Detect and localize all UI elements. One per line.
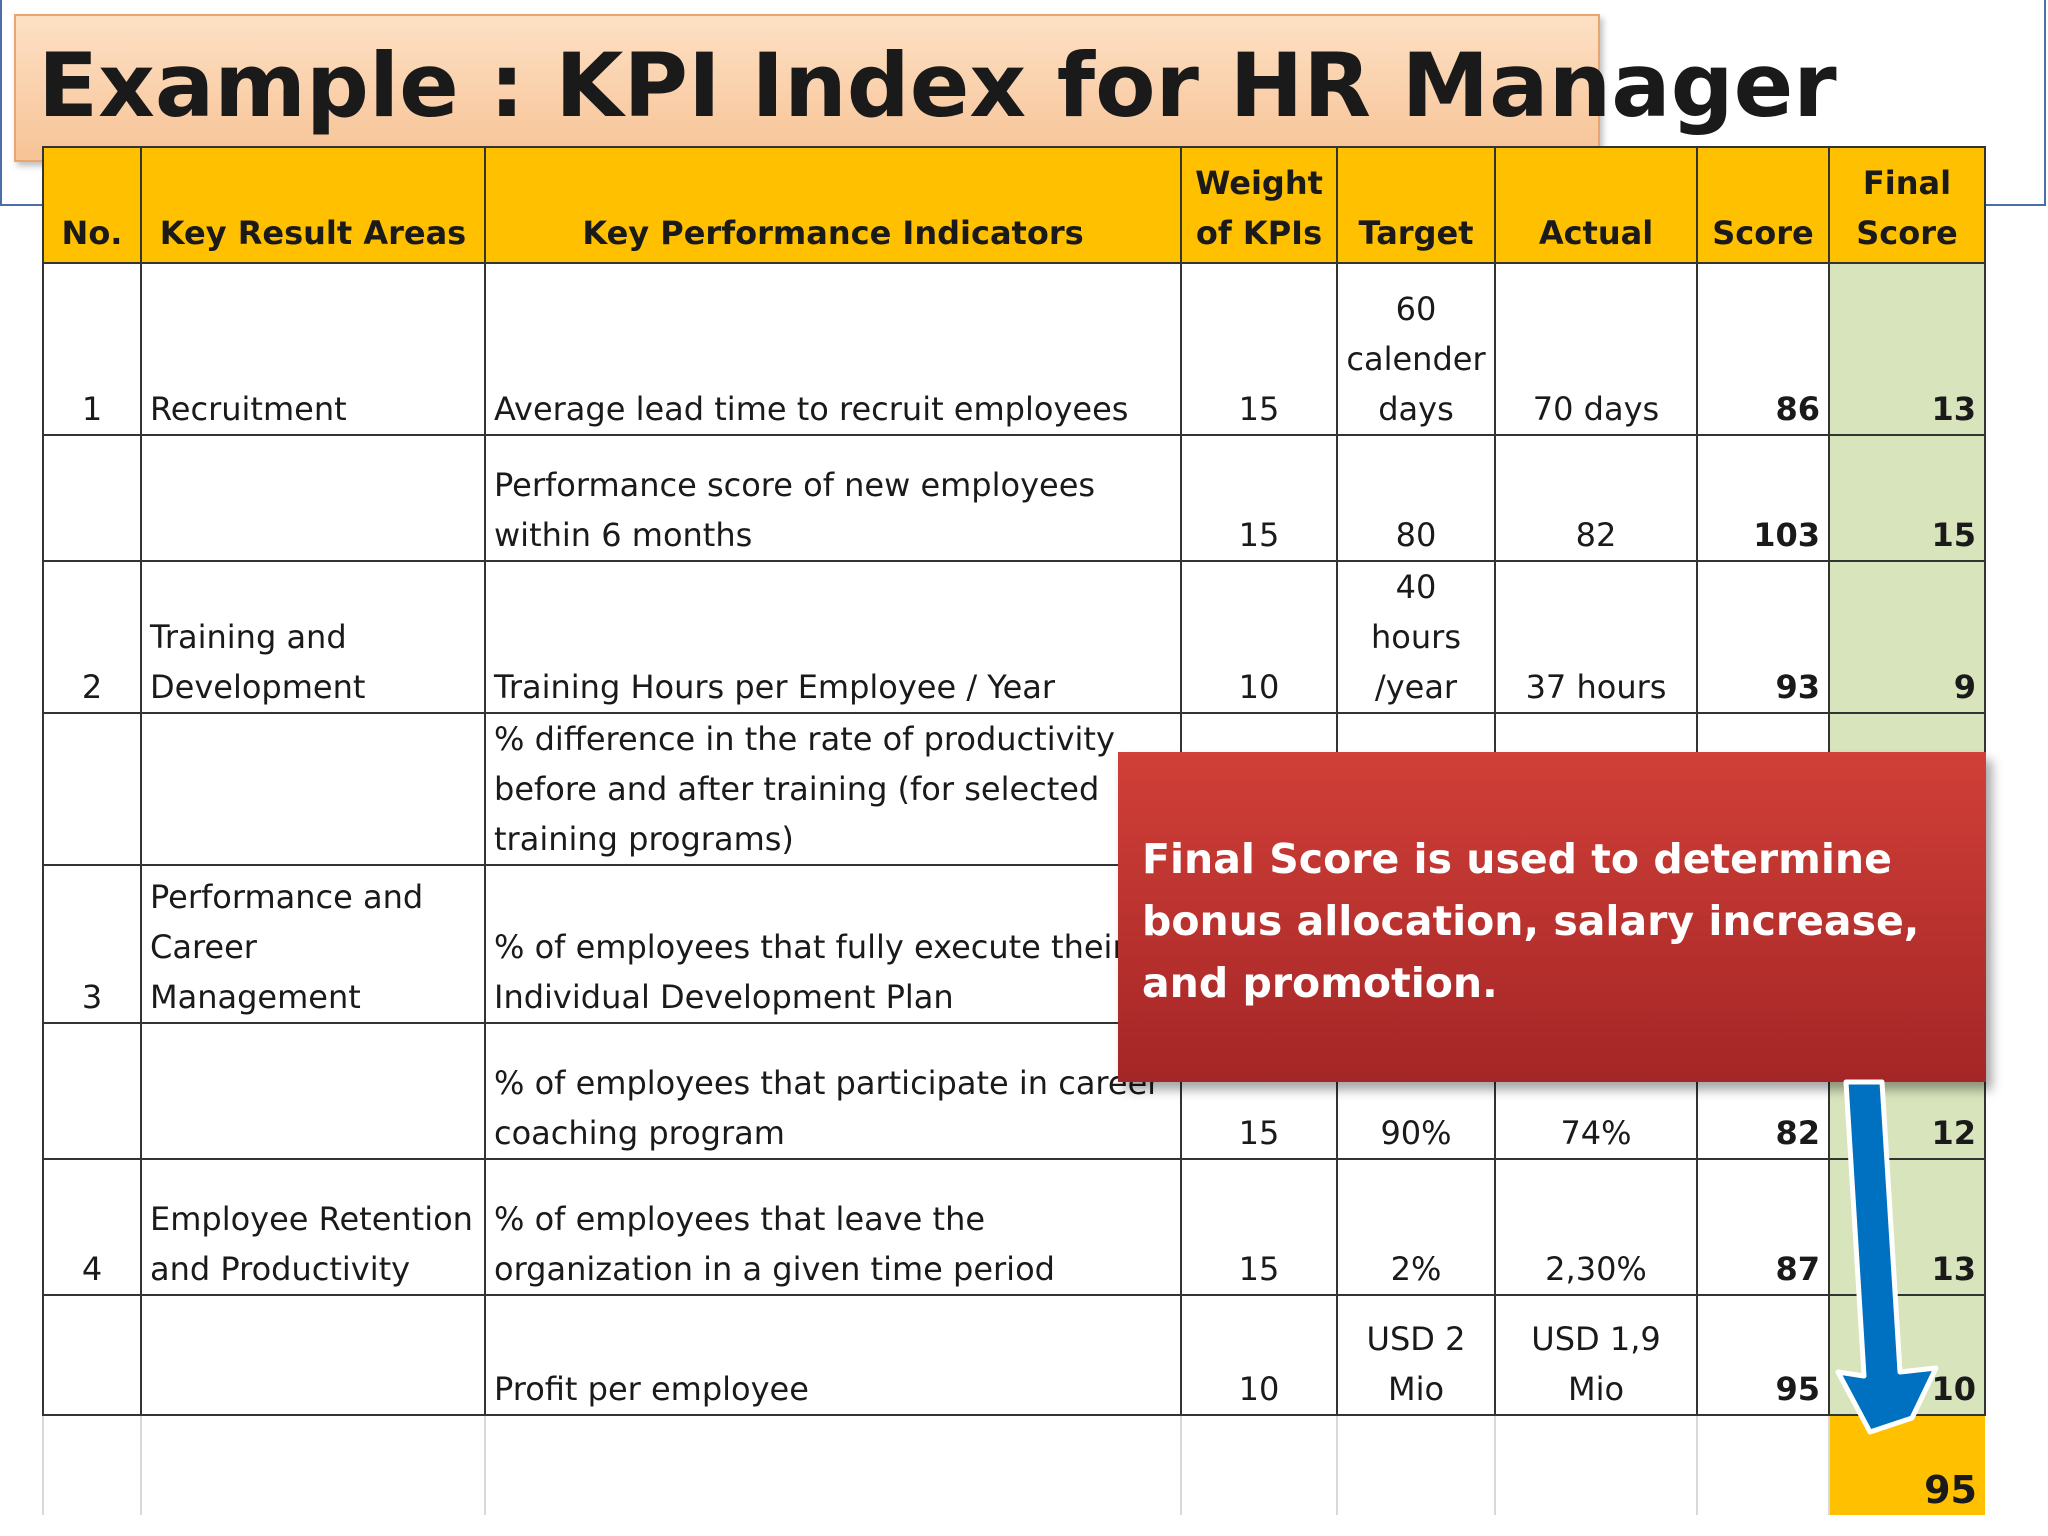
cell-no	[42, 1022, 142, 1160]
total-final-score: 95	[1829, 1415, 1985, 1515]
callout-box: Final Score is used to determine bonus a…	[1118, 752, 1986, 1082]
cell-final-score: 13	[1828, 1158, 1986, 1296]
cell-no: 1	[42, 262, 142, 436]
table-row: 4 Employee Retention and Productivity % …	[42, 1158, 1986, 1296]
header-row: No. Key Result Areas Key Performance Ind…	[42, 146, 1986, 264]
table-row: 1 Recruitment Average lead time to recru…	[42, 262, 1986, 436]
cell-target: 40 hours /year	[1336, 560, 1496, 714]
header-score: Score	[1696, 146, 1830, 264]
cell-no	[42, 434, 142, 562]
empty-cell	[1336, 1414, 1496, 1515]
empty-cell	[1180, 1414, 1338, 1515]
cell-no	[42, 712, 142, 866]
cell-actual: 82	[1494, 434, 1698, 562]
cell-key-result-area	[140, 1022, 486, 1160]
title-banner	[14, 14, 1600, 162]
cell-key-result-area: Performance and Career Management	[140, 864, 486, 1024]
slide-title: Example : KPI Index for HR Manager	[38, 34, 1837, 137]
cell-weight: 15	[1180, 1158, 1338, 1296]
empty-cell	[1696, 1414, 1830, 1515]
cell-score: 103	[1696, 434, 1830, 562]
empty-cell	[1494, 1414, 1698, 1515]
cell-final-score: 10	[1828, 1294, 1986, 1416]
cell-score: 93	[1696, 560, 1830, 714]
cell-final-score: 13	[1828, 262, 1986, 436]
header-weight: Weight of KPIs	[1180, 146, 1338, 264]
cell-final-score: 9	[1828, 560, 1986, 714]
cell-no: 4	[42, 1158, 142, 1296]
empty-cell	[42, 1414, 142, 1515]
empty-cell	[484, 1414, 1182, 1515]
cell-target: 60 calender days	[1336, 262, 1496, 436]
cell-target: 2%	[1336, 1158, 1496, 1296]
header-final-score: Final Score	[1828, 146, 1986, 264]
cell-key-result-area	[140, 434, 486, 562]
header-key-result-areas: Key Result Areas	[140, 146, 486, 264]
cell-score: 95	[1696, 1294, 1830, 1416]
cell-key-result-area: Employee Retention and Productivity	[140, 1158, 486, 1296]
cell-actual: 37 hours	[1494, 560, 1698, 714]
cell-weight: 10	[1180, 560, 1338, 714]
table-row: % of employees that participate in caree…	[42, 1022, 1986, 1160]
table-row: Profit per employee 10 USD 2 Mio USD 1,9…	[42, 1294, 1986, 1416]
empty-cell	[140, 1414, 486, 1515]
cell-kpi: % difference in the rate of productivity…	[484, 712, 1182, 866]
header-actual: Actual	[1494, 146, 1698, 264]
cell-actual: 70 days	[1494, 262, 1698, 436]
cell-kpi: % of employees that participate in caree…	[484, 1022, 1182, 1160]
cell-key-result-area: Recruitment	[140, 262, 486, 436]
kpi-table: No. Key Result Areas Key Performance Ind…	[42, 146, 1986, 1515]
cell-target: USD 2 Mio	[1336, 1294, 1496, 1416]
cell-kpi: % of employees that fully execute their …	[484, 864, 1182, 1024]
header-no: No.	[42, 146, 142, 264]
cell-key-result-area	[140, 1294, 486, 1416]
cell-target: 80	[1336, 434, 1496, 562]
cell-no: 3	[42, 864, 142, 1024]
cell-score: 87	[1696, 1158, 1830, 1296]
cell-final-score: 15	[1828, 434, 1986, 562]
cell-kpi: Average lead time to recruit employees	[484, 262, 1182, 436]
cell-kpi: % of employees that leave the organizati…	[484, 1158, 1182, 1296]
cell-key-result-area: Training and Development	[140, 560, 486, 714]
cell-kpi: Profit per employee	[484, 1294, 1182, 1416]
table-row: 2 Training and Development Training Hour…	[42, 560, 1986, 714]
callout-text: Final Score is used to determine bonus a…	[1142, 835, 1920, 1007]
header-key-performance-indicators: Key Performance Indicators	[484, 146, 1182, 264]
cell-kpi: Performance score of new employees withi…	[484, 434, 1182, 562]
cell-actual: 2,30%	[1494, 1158, 1698, 1296]
cell-weight: 15	[1180, 262, 1338, 436]
header-target: Target	[1336, 146, 1496, 264]
cell-no	[42, 1294, 142, 1416]
cell-weight: 15	[1180, 434, 1338, 562]
cell-no: 2	[42, 560, 142, 714]
total-row: 95	[42, 1414, 1985, 1515]
table-row: Performance score of new employees withi…	[42, 434, 1986, 562]
cell-actual: USD 1,9 Mio	[1494, 1294, 1698, 1416]
cell-key-result-area	[140, 712, 486, 866]
cell-score: 86	[1696, 262, 1830, 436]
cell-kpi: Training Hours per Employee / Year	[484, 560, 1182, 714]
cell-weight: 10	[1180, 1294, 1338, 1416]
